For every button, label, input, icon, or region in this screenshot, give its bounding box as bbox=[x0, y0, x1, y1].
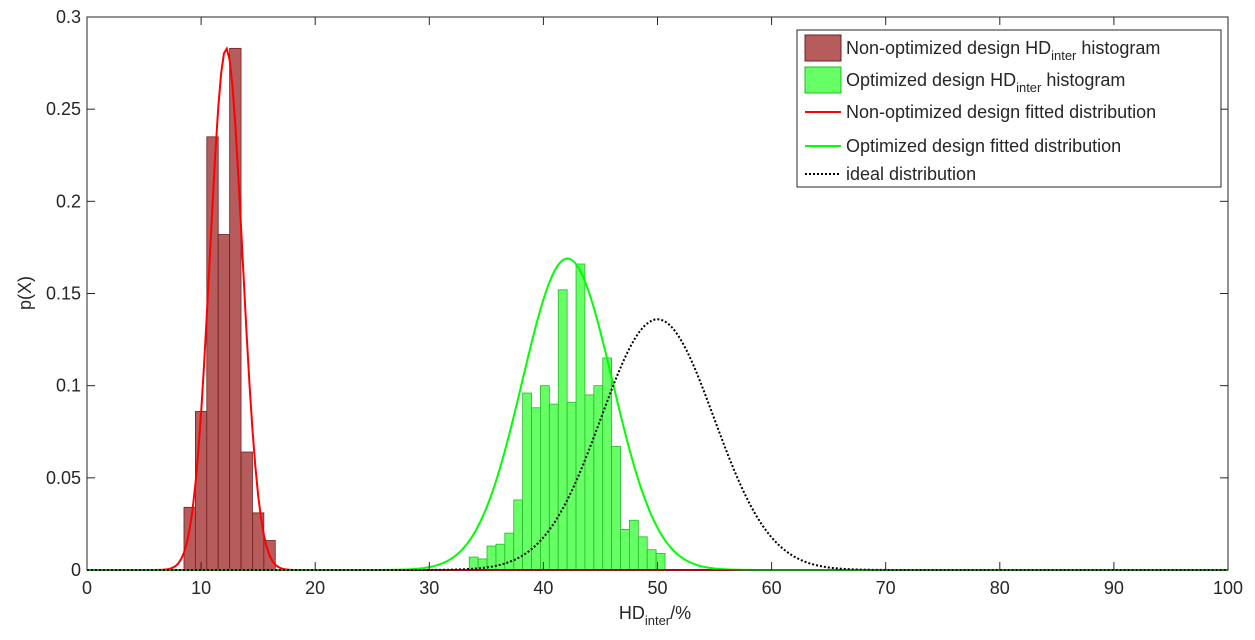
legend: Non-optimized design HDinter histogram Op… bbox=[796, 29, 1222, 188]
non-optimized-hist-bar bbox=[240, 451, 253, 571]
x-tick-label: 40 bbox=[533, 578, 553, 598]
optimized-hist-bar bbox=[611, 446, 621, 571]
optimized-hist-bar bbox=[557, 289, 568, 571]
non-optimized-hist-bar bbox=[183, 506, 196, 571]
x-tick-label: 60 bbox=[762, 578, 782, 598]
legend-item-non-optimized-fit: Non-optimized design fitted distribution bbox=[805, 102, 1156, 122]
y-tick-label: 0.15 bbox=[46, 284, 81, 304]
optimized-hist-bar bbox=[531, 407, 541, 571]
legend-item-optimized-fit: Optimized design fitted distribution bbox=[805, 136, 1121, 156]
legend-label: ideal distribution bbox=[846, 164, 976, 184]
legend-swatch bbox=[804, 66, 842, 94]
x-axis-label-main: HD bbox=[619, 603, 645, 623]
ideal-line bbox=[87, 318, 1228, 571]
x-tick-label: 70 bbox=[876, 578, 896, 598]
legend-label: Non-optimized design HDinter histogram bbox=[846, 38, 1160, 63]
optimized-hist-bar bbox=[548, 403, 559, 571]
optimized-hist-bar bbox=[584, 394, 595, 571]
y-tick-label: 0 bbox=[71, 560, 81, 580]
x-tick-label: 80 bbox=[990, 578, 1010, 598]
y-tick-label: 0.05 bbox=[46, 468, 81, 488]
non-optimized-hist-bar bbox=[217, 234, 231, 571]
legend-item-non-optimized-hist: Non-optimized design HDinter histogram bbox=[804, 34, 1160, 63]
optimized-hist-bar bbox=[593, 385, 604, 571]
x-tick-label: 0 bbox=[82, 578, 92, 598]
optimized-hist-bar bbox=[504, 532, 515, 571]
tick-layer: 0 10 20 30 40 50 60 70 80 90 100 0 0.05 0.1 0.15 0.2 0.2… bbox=[46, 7, 1243, 598]
optimized-hist-bar bbox=[495, 543, 506, 571]
y-tick-label: 0.1 bbox=[56, 376, 81, 396]
x-tick-label: 20 bbox=[305, 578, 325, 598]
optimized-hist-bar bbox=[540, 385, 550, 571]
optimized-hist-bar bbox=[620, 529, 630, 571]
optimized-hist-bar bbox=[629, 519, 639, 571]
y-tick-label: 0.2 bbox=[56, 191, 81, 211]
x-tick-label: 90 bbox=[1104, 578, 1124, 598]
x-axis-label-suffix: /% bbox=[670, 603, 691, 623]
optimized-hist-bar bbox=[522, 392, 532, 571]
x-tick-label: 50 bbox=[647, 578, 667, 598]
y-axis-label: p(X) bbox=[15, 276, 35, 310]
y-tick-label: 0.25 bbox=[46, 99, 81, 119]
optimized-hist-bar bbox=[602, 357, 613, 571]
optimized-hist-bar bbox=[575, 263, 586, 571]
legend-label: Optimized design HDinter histogram bbox=[846, 70, 1125, 95]
optimized-hist-bar bbox=[646, 549, 657, 571]
x-tick-label: 30 bbox=[419, 578, 439, 598]
legend-items: Non-optimized design HDinter histogram Op… bbox=[804, 34, 1160, 184]
legend-item-ideal: ideal distribution bbox=[805, 164, 976, 184]
y-tick-label: 0.3 bbox=[56, 7, 81, 27]
x-tick-label: 100 bbox=[1213, 578, 1243, 598]
legend-swatch bbox=[804, 34, 842, 62]
non-optimized-hist-bar bbox=[194, 411, 208, 571]
legend-box bbox=[796, 29, 1222, 188]
legend-label: Non-optimized design fitted distribution bbox=[846, 102, 1156, 122]
x-axis-label-sub: inter bbox=[645, 613, 671, 628]
optimized-hist-bar bbox=[637, 536, 648, 571]
legend-item-optimized-hist: Optimized design HDinter histogram bbox=[804, 66, 1125, 95]
x-tick-label: 10 bbox=[191, 578, 211, 598]
x-axis-label: HDinter/% bbox=[619, 603, 691, 628]
legend-label: Optimized design fitted distribution bbox=[846, 136, 1121, 156]
